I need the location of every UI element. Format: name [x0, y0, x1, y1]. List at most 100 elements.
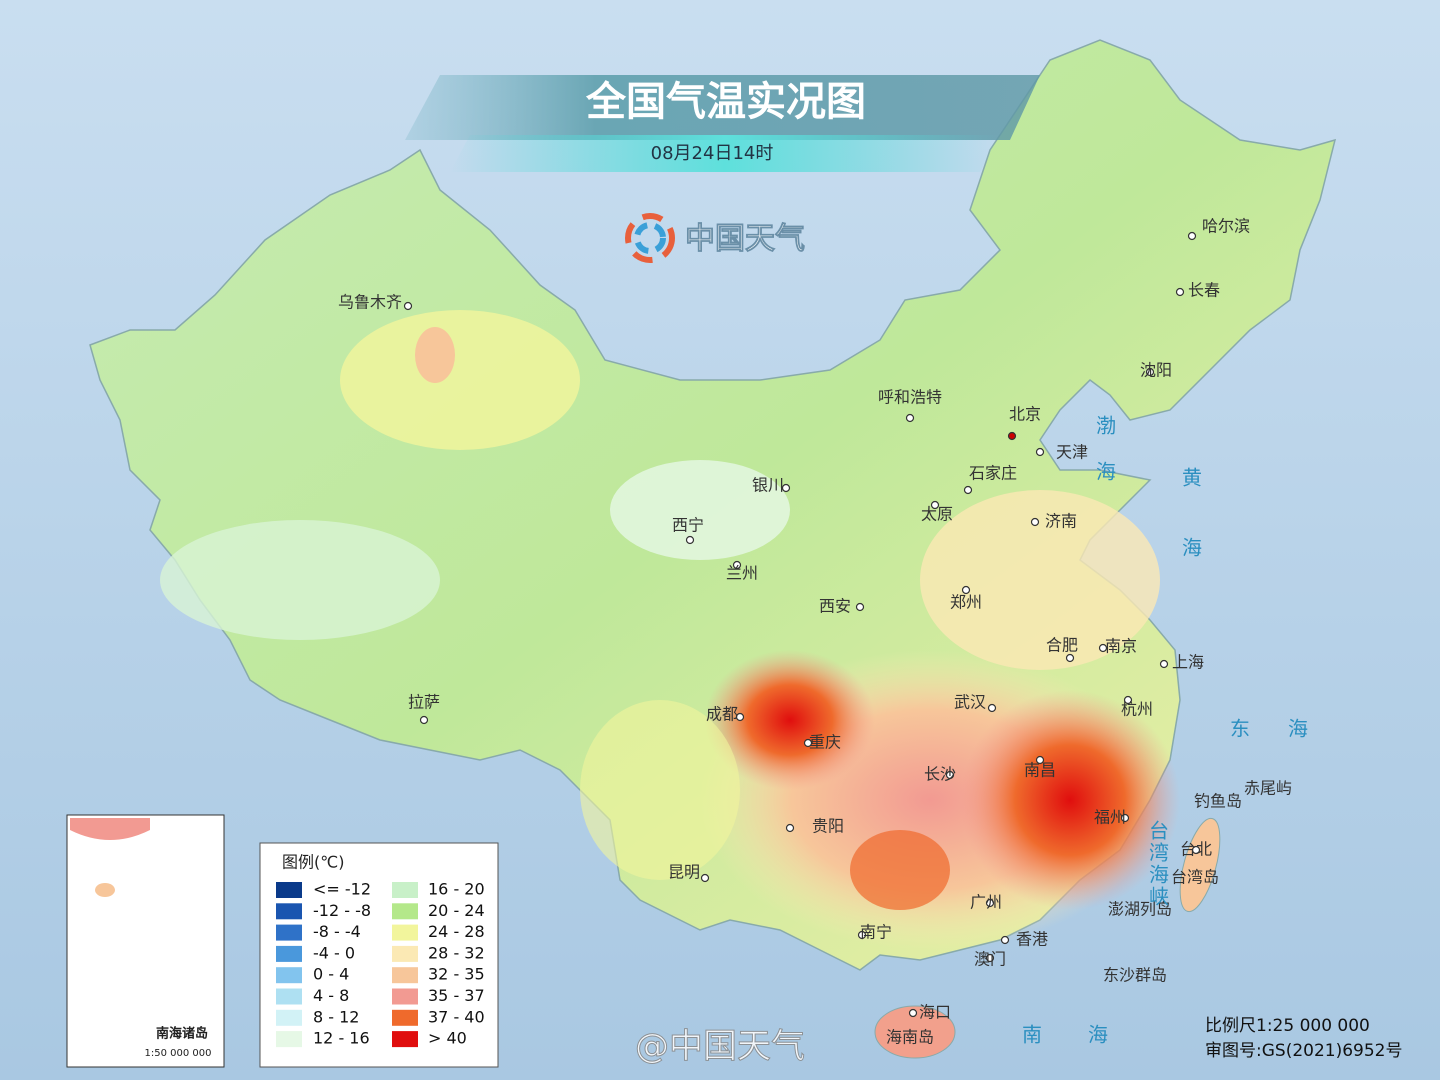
approval: 审图号:GS(2021)6952号 — [1205, 1041, 1402, 1061]
place-label: 海南岛 — [886, 1028, 934, 1047]
city-label: 南昌 — [1024, 761, 1056, 780]
city-label: 哈尔滨 — [1202, 217, 1250, 236]
legend-swatch — [392, 1009, 418, 1026]
city-dot — [1123, 695, 1133, 705]
city-label: 南京 — [1105, 637, 1137, 656]
city-label: 郑州 — [950, 593, 982, 612]
city-dot — [930, 500, 940, 510]
city-dot — [1035, 447, 1045, 457]
legend-label: 37 - 40 — [428, 1007, 485, 1026]
city-label: 太原 — [921, 505, 953, 524]
place-label: 东沙群岛 — [1103, 966, 1167, 985]
sea-label: 黄海 — [1179, 467, 1203, 607]
brand: 中国天气 — [685, 222, 805, 257]
city-dot — [1030, 517, 1040, 527]
city-dot — [732, 560, 742, 570]
legend-swatch — [392, 882, 418, 898]
legend-label: 16 - 20 — [428, 880, 485, 899]
city-label: 拉萨 — [408, 693, 440, 712]
city-dot — [685, 535, 695, 545]
city-dot — [1120, 813, 1130, 823]
city-label: 长春 — [1188, 281, 1220, 300]
city-label: 西安 — [819, 597, 851, 616]
city-dot — [1187, 231, 1197, 241]
city-dot — [985, 898, 995, 908]
legend-swatch — [276, 988, 302, 1005]
city-dot — [781, 483, 791, 493]
city-dot — [857, 930, 867, 940]
legend-swatch — [392, 945, 418, 962]
legend-label: 35 - 37 — [428, 986, 485, 1005]
city-dot — [961, 585, 971, 595]
city-dot — [735, 712, 745, 722]
legend-swatch — [276, 882, 302, 898]
subtitle-banner — [450, 135, 1000, 172]
city-dot — [855, 602, 865, 612]
city-label: 海口 — [919, 1003, 951, 1022]
place-label: 澎湖列岛 — [1108, 900, 1172, 919]
legend-label: 4 - 8 — [313, 986, 349, 1005]
inset-title: 南海诸岛 — [156, 1026, 208, 1042]
city-label: 昆明 — [668, 863, 700, 882]
city-label: 成都 — [706, 705, 738, 724]
legend-label: <= -12 — [313, 880, 371, 899]
city-label: 西宁 — [672, 516, 704, 535]
city-label: 南宁 — [860, 923, 892, 942]
legend-label: 24 - 28 — [428, 922, 485, 941]
legend-swatch — [392, 1031, 418, 1048]
subtitle: 08月24日14时 — [651, 143, 774, 164]
city-dot — [985, 953, 995, 963]
city-label: 天津 — [1056, 443, 1088, 462]
city-dot — [803, 738, 813, 748]
city-label: 沈阳 — [1140, 361, 1172, 380]
legend-swatch — [392, 988, 418, 1005]
city-label: 香港 — [1016, 930, 1048, 949]
city-label: 兰州 — [726, 564, 758, 583]
legend-label: 28 - 32 — [428, 943, 485, 962]
city-dot — [1175, 287, 1185, 297]
title: 全国气温实况图 — [585, 79, 866, 125]
city-dot — [403, 301, 413, 311]
legend-swatch — [276, 967, 302, 984]
sea-label: 台湾海峡 — [1146, 820, 1170, 908]
place-label: 钓鱼岛 — [1194, 792, 1242, 811]
inset-frame — [66, 814, 225, 1068]
legend-label: 32 - 35 — [428, 965, 485, 984]
legend-label: -4 - 0 — [313, 943, 355, 962]
legend-label: 12 - 16 — [313, 1029, 370, 1048]
city-label: 重庆 — [809, 733, 841, 752]
legend-label: 20 - 24 — [428, 901, 485, 920]
city-dot — [785, 823, 795, 833]
city-dot — [1191, 845, 1201, 855]
city-label: 合肥 — [1046, 636, 1078, 655]
city-label: 长沙 — [924, 765, 956, 784]
sea-label: 南海 — [1022, 1023, 1154, 1047]
city-dot — [905, 413, 915, 423]
title-banner — [405, 75, 1040, 140]
city-label: 呼和浩特 — [878, 388, 942, 407]
city-dot — [908, 1008, 918, 1018]
logo — [625, 213, 675, 263]
legend-swatch — [276, 945, 302, 962]
city-dot — [987, 703, 997, 713]
legend-title: 图例(℃) — [282, 853, 344, 872]
city-dot — [1065, 653, 1075, 663]
legend-swatch — [392, 924, 418, 941]
city-dot — [1035, 755, 1045, 765]
sea-label: 东海 — [1230, 717, 1346, 741]
city-label: 石家庄 — [969, 464, 1017, 483]
city-dot — [1159, 659, 1169, 669]
inset: 南海诸岛 1:50 000 000 — [66, 814, 225, 1068]
hainan — [874, 1005, 956, 1059]
legend-swatch — [392, 903, 418, 920]
city-label: 银川 — [752, 476, 784, 495]
city-label: 乌鲁木齐 — [338, 293, 402, 312]
legend-label: 8 - 12 — [313, 1007, 359, 1026]
watermark: @中国天气 — [635, 1027, 805, 1067]
city-dot — [419, 715, 429, 725]
city-label: 广州 — [970, 893, 1002, 912]
legend-label: -12 - -8 — [313, 901, 371, 920]
place-label: 赤尾屿 — [1244, 779, 1292, 798]
city-dot — [1145, 367, 1155, 377]
